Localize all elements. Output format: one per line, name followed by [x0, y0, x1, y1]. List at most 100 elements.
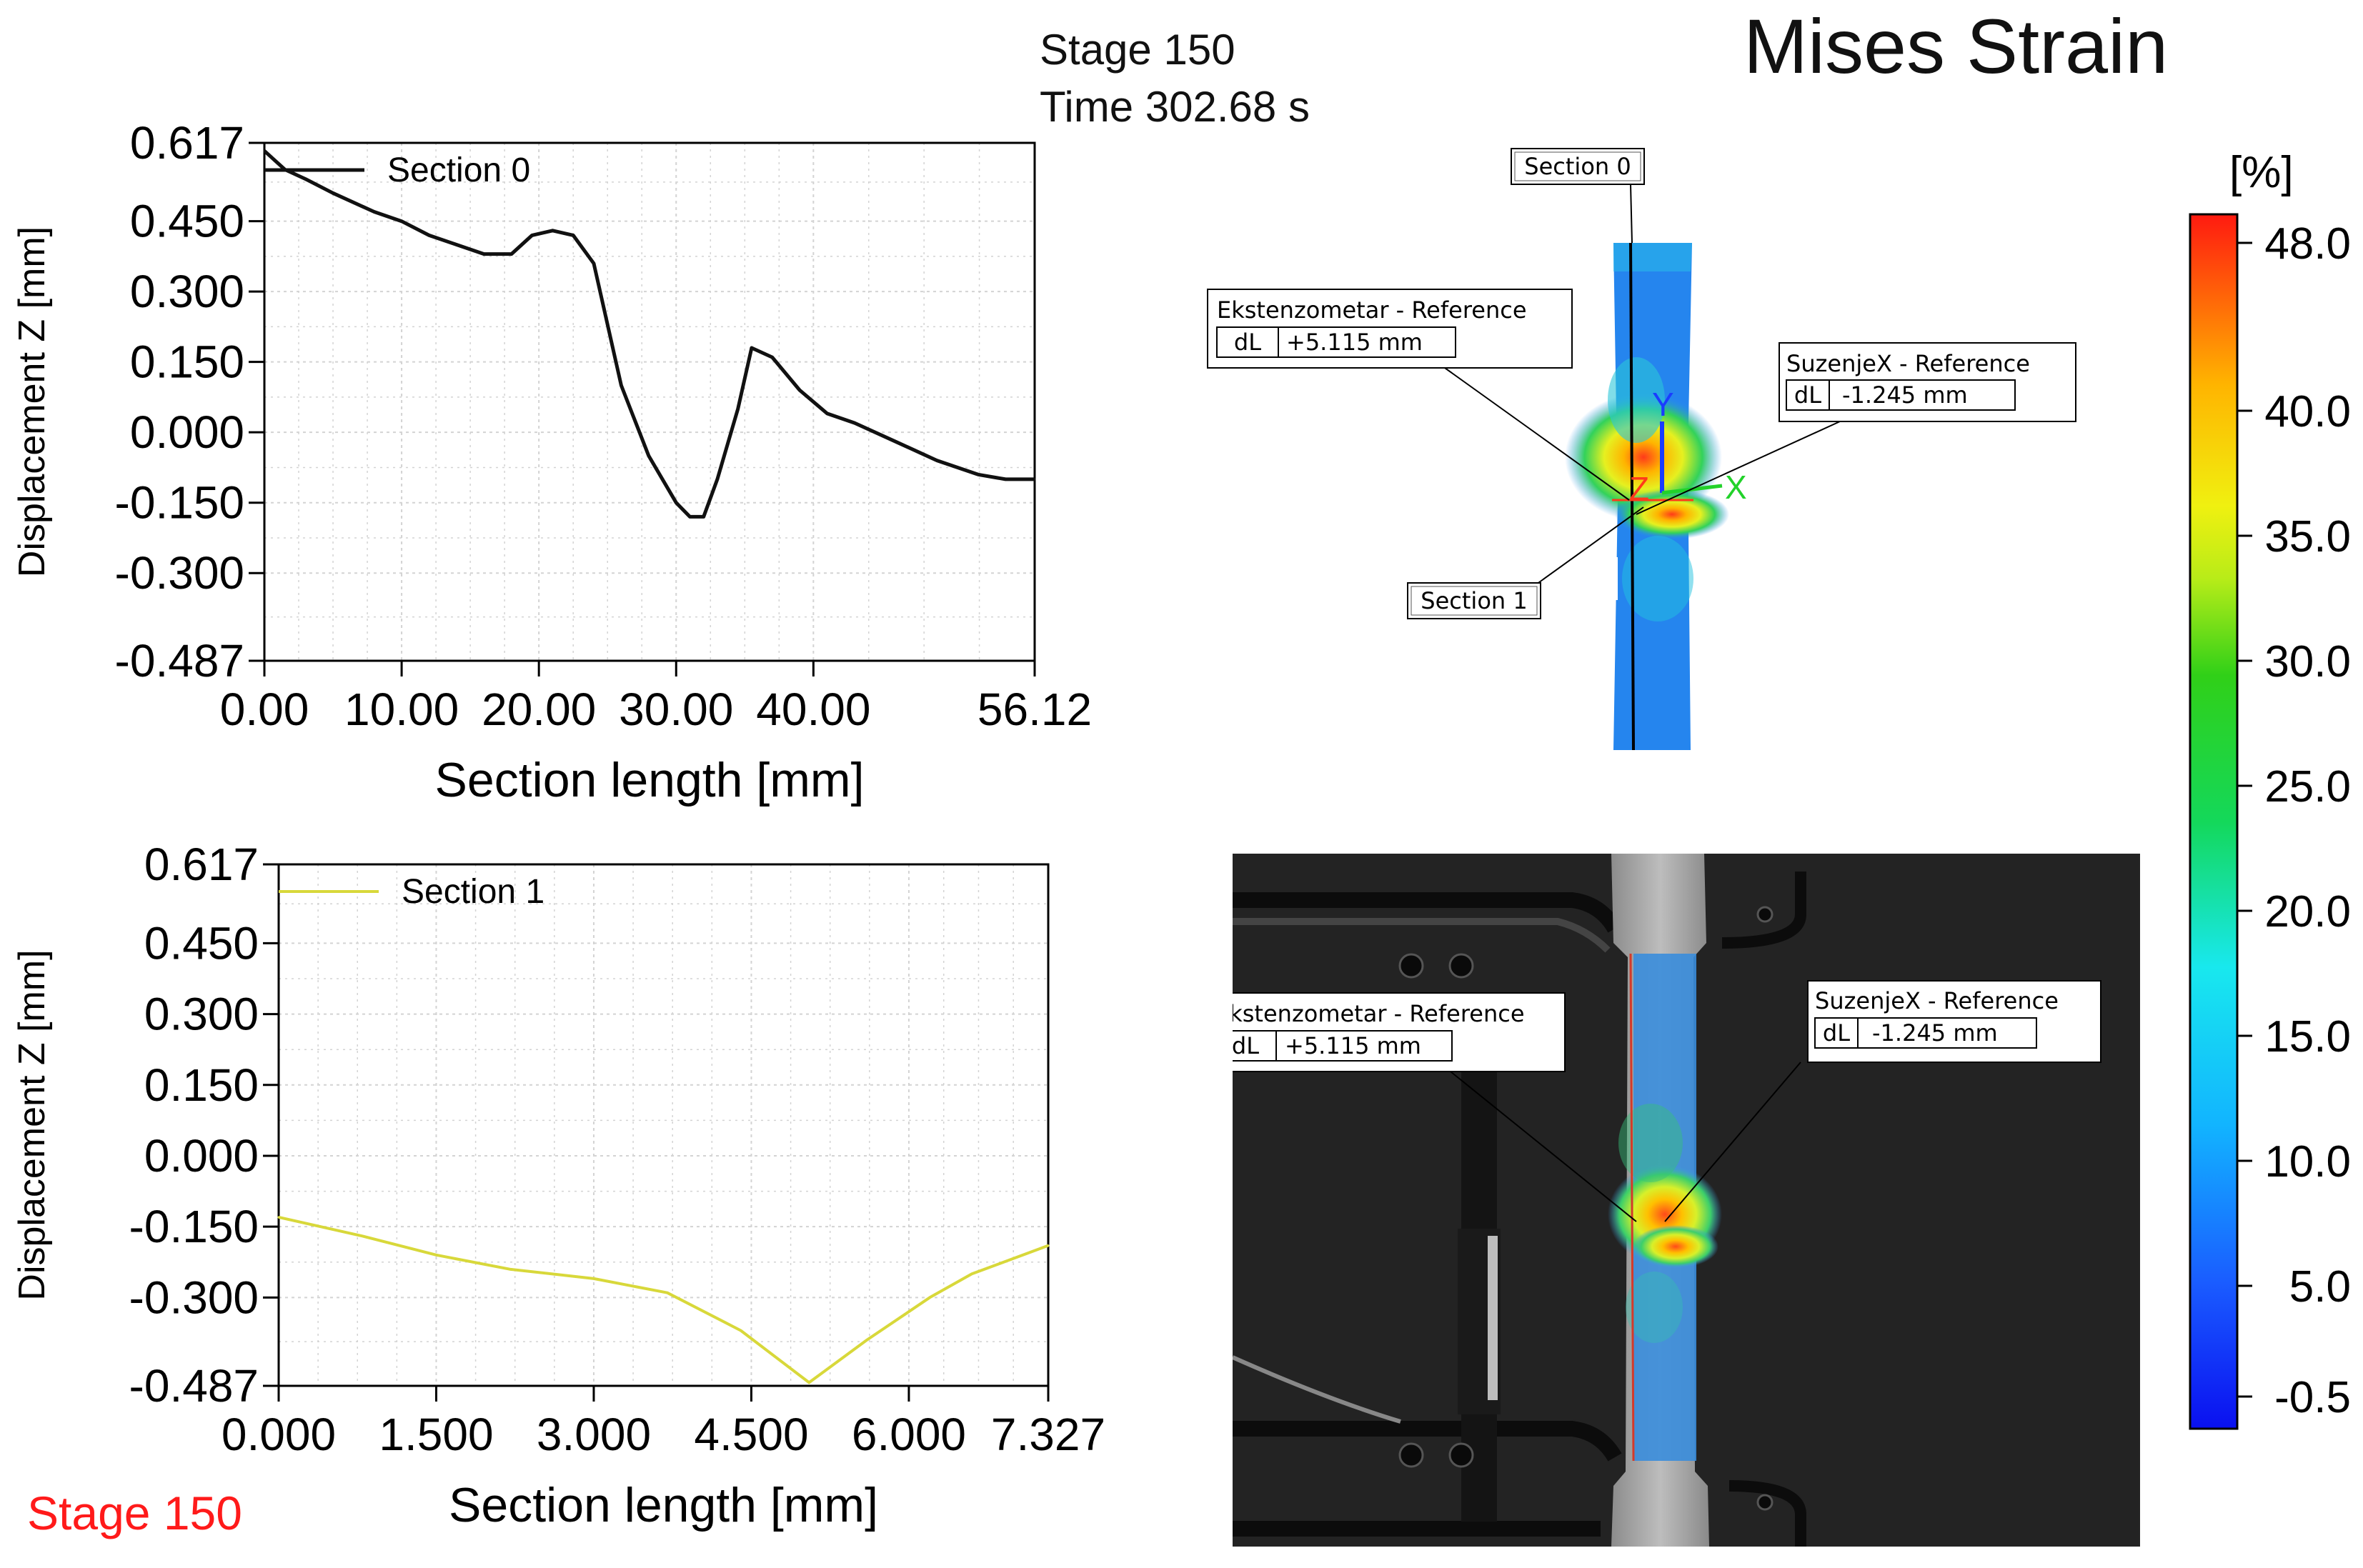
colorbar-tick-label: 35.0: [2264, 512, 2351, 561]
y-tick-label: -0.487: [129, 1360, 259, 1412]
x-tick-label: 3.000: [537, 1409, 651, 1460]
x-tick-label: 56.12: [977, 684, 1092, 735]
fixture-hardware: [1233, 872, 1806, 1547]
data-point: [716, 478, 719, 481]
x-tick-label: 40.00: [756, 684, 870, 735]
data-point: [620, 384, 622, 387]
colorbar-tick-label: 30.0: [2264, 637, 2351, 686]
data-point: [277, 1216, 280, 1219]
bolts: [1398, 906, 1774, 1511]
data-point: [675, 501, 677, 504]
suzenjex-box: SuzenjeX - Reference dL -1.245 mm: [1779, 342, 2076, 422]
colorbar-unit: [%]: [2229, 148, 2294, 197]
extensometer-box: Ekstenzometar - Reference dL +5.115 mm: [1207, 289, 1573, 369]
data-point: [895, 440, 897, 443]
y-tick-label: 0.300: [144, 989, 259, 1040]
data-point: [928, 1296, 931, 1299]
suzenjex-value: -1.245 mm: [1842, 381, 1968, 409]
y-tick-label: 0.300: [130, 266, 244, 317]
x-tick-label: 0.000: [222, 1409, 336, 1460]
data-point: [666, 1292, 669, 1294]
data-point: [510, 253, 513, 256]
data-point: [373, 211, 376, 214]
data-point: [688, 515, 691, 518]
colorbar-tick-label: 20.0: [2264, 887, 2351, 937]
section-0-tag: Section 0: [1511, 148, 1645, 185]
y-axis-label: Displacement Z [mm]: [11, 226, 53, 577]
data-point: [750, 346, 753, 349]
grid-lines: [278, 864, 1049, 1387]
x-tick-label: 30.00: [619, 684, 733, 735]
chart-section-1: 0.617 0.450 0.300 0.150 0.000 -0.150 -0.300 -0.…: [11, 839, 1105, 1532]
specimen-photo: [1608, 854, 1722, 1547]
colorbar-tick-label: 10.0: [2264, 1137, 2351, 1187]
plot-frame: [263, 141, 1036, 662]
data-point: [332, 191, 334, 194]
data-point: [572, 234, 574, 236]
stage-time: Time 302.68 s: [1040, 83, 1310, 131]
colorbar-tick-label: 5.0: [2289, 1262, 2351, 1312]
y-tick-label: -0.150: [129, 1201, 259, 1252]
data-point: [977, 473, 980, 476]
data-point: [551, 229, 554, 232]
photo-extensometer-key: dL: [1233, 1032, 1259, 1059]
x-axis-label: Section length [mm]: [449, 1478, 878, 1532]
x-tick-label: 0.00: [220, 684, 309, 735]
data-point: [482, 253, 485, 256]
axis-y-label: Y: [1652, 386, 1674, 423]
photo-suzenjex-title: SuzenjeX - Reference: [1815, 987, 2059, 1014]
y-tick-label: -0.487: [115, 635, 244, 686]
data-point: [853, 421, 856, 424]
photo-suzenjex-box: SuzenjeX - Reference dL -1.245 mm: [1807, 980, 2101, 1063]
data-point: [304, 178, 307, 181]
stage-header: Stage 150 Time 302.68 s: [1040, 21, 1310, 136]
data-point: [702, 515, 705, 518]
data-point: [1033, 478, 1036, 481]
colorbar-gradient: [2189, 213, 2239, 1430]
axis-z-label: Z: [1629, 470, 1649, 507]
chart-section-0: 0.617 0.450 0.300 0.150 0.000 -0.150 -0.300 -0.…: [11, 117, 1092, 807]
y-tick-label: 0.450: [130, 196, 244, 247]
axis-x-label: X: [1725, 469, 1747, 506]
series-line: [263, 149, 1035, 519]
data-point: [826, 412, 829, 415]
stage-number: Stage 150: [1040, 26, 1235, 74]
data-point: [807, 1381, 810, 1384]
x-tick-label: 7.327: [991, 1409, 1105, 1460]
photo-annotation-leaders: [1450, 1062, 1801, 1222]
grid-lines: [264, 142, 1035, 661]
data-point: [531, 234, 534, 236]
y-tick-label: 0.450: [144, 917, 259, 969]
data-point: [1004, 478, 1007, 481]
extensometer-title: Ekstenzometar - Reference: [1217, 296, 1527, 324]
data-point: [771, 356, 774, 359]
data-point: [434, 1254, 437, 1257]
y-tick-label: -0.150: [115, 477, 244, 529]
data-point: [935, 459, 938, 462]
x-tick-label: 6.000: [852, 1409, 966, 1460]
photo-extensometer-value: +5.115 mm: [1285, 1032, 1421, 1059]
data-point: [362, 1234, 364, 1237]
data-point: [428, 234, 431, 236]
y-tick-label: 0.000: [144, 1130, 259, 1182]
y-tick-label: 0.617: [130, 117, 244, 169]
colorbar: [%] 48.0 40.0 35.0 30.0 25.0 20.0 15.0 10.0 5.0 -…: [2189, 148, 2351, 1430]
y-tick-label: 0.150: [144, 1059, 259, 1111]
x-tick-label: 4.500: [694, 1409, 808, 1460]
colorbar-tick-label: -0.5: [2274, 1373, 2351, 1422]
y-tick-label: 0.617: [144, 839, 259, 890]
y-tick-label: -0.300: [129, 1272, 259, 1323]
colorbar-tick-label: 15.0: [2264, 1012, 2351, 1062]
extensometer-value: +5.115 mm: [1286, 329, 1423, 356]
data-point: [592, 1277, 595, 1280]
stage-label-red: Stage 150: [27, 1487, 242, 1539]
data-point: [865, 1339, 868, 1342]
data-point: [455, 244, 458, 246]
data-point: [970, 1272, 973, 1275]
suzenjex-key: dL: [1794, 381, 1821, 409]
colorbar-tick-label: 40.0: [2264, 387, 2351, 436]
colorbar-tick-label: 48.0: [2264, 219, 2351, 269]
photo-suzenjex-key: dL: [1823, 1019, 1850, 1047]
section-1-tag: Section 1: [1407, 582, 1541, 619]
